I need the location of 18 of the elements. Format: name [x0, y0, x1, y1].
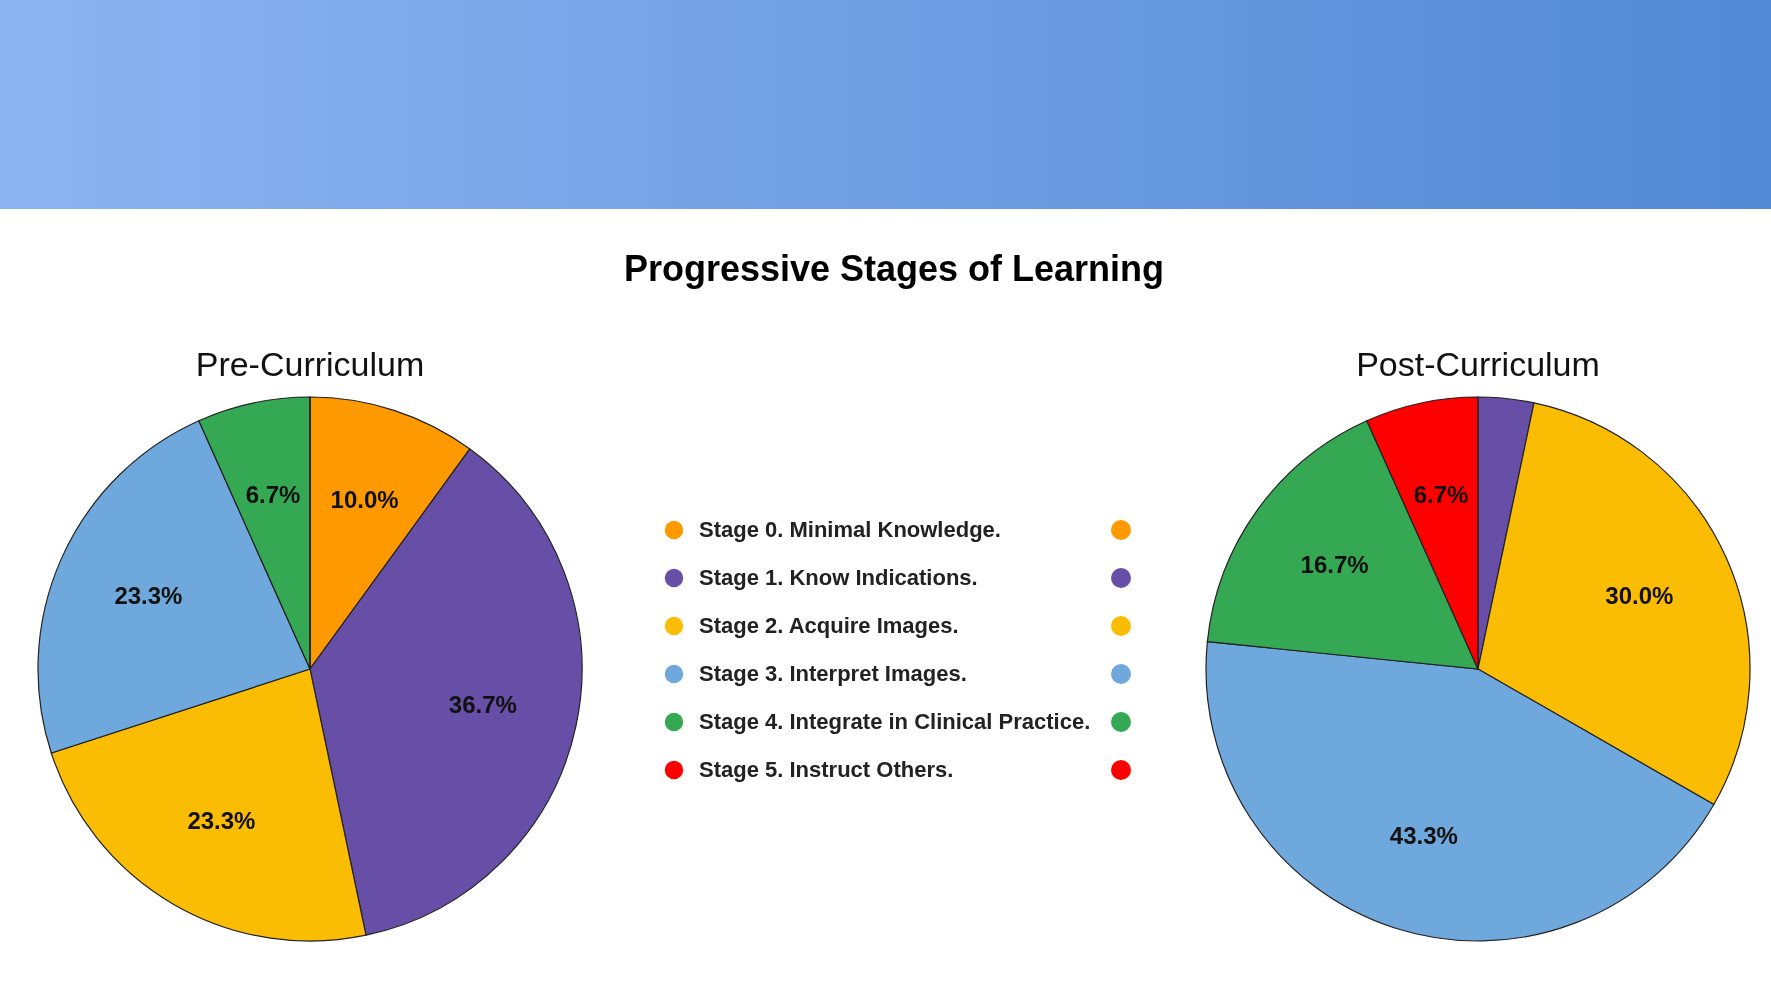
- legend-label: Stage 0. Minimal Knowledge.: [699, 517, 1001, 542]
- data-label: 6.7%: [1413, 481, 1469, 509]
- data-label: 30.0%: [1605, 581, 1674, 609]
- chart-title: Post-Curriculum: [1356, 344, 1600, 383]
- data-label: 36.7%: [448, 690, 517, 718]
- data-label: 23.3%: [114, 582, 183, 610]
- data-label: 16.7%: [1300, 550, 1369, 578]
- text: Progressive Stages of Learning: [623, 247, 1165, 289]
- data-label: 10.0%: [330, 485, 399, 513]
- legend-label: Stage 5. Instruct Others.: [699, 757, 954, 782]
- legend-label: Stage 4. Integrate in Clinical Practice.: [699, 709, 1091, 734]
- legend-label: Stage 3. Interpret Images.: [699, 661, 967, 686]
- data-label: 43.3%: [1389, 822, 1458, 850]
- legend-label: Stage 2. Acquire Images.: [699, 613, 959, 638]
- data-label: 23.3%: [187, 807, 256, 835]
- legend-label: Stage 1. Know Indications.: [699, 565, 978, 590]
- chart-title: Pre-Curriculum: [195, 344, 425, 383]
- data-label: 6.7%: [245, 481, 301, 509]
